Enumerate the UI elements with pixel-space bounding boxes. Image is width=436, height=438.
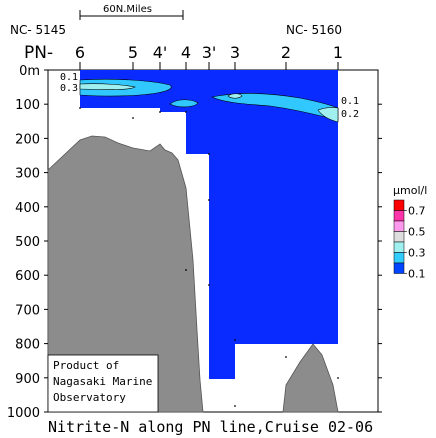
contour-label-02-right: 0.2: [341, 109, 359, 120]
depth-tick-label: 900: [15, 372, 40, 387]
colorbar-swatch: [393, 199, 405, 211]
colorbar-level-label: 0.3: [408, 247, 426, 260]
station-line-label: PN-: [24, 43, 53, 63]
contour-lobe-station4: [169, 99, 199, 108]
contour-label-01-left: 0.1: [60, 72, 78, 83]
colorbar-swatch: [393, 231, 405, 243]
station-label: 6: [75, 43, 85, 62]
station-label: 4': [153, 43, 168, 62]
station-label: 3': [202, 43, 217, 62]
scale-bar-label: 60N.Miles: [103, 4, 152, 15]
contour-spot-right: [227, 93, 243, 99]
low-nitrite-region: [80, 70, 338, 379]
credit-line-3: Observatory: [53, 391, 126, 404]
depth-tick-label: 700: [15, 303, 40, 318]
depth-tick-label: 0m: [19, 64, 40, 79]
colorbar-level-label: 0.1: [408, 268, 426, 281]
colorbar-swatch: [393, 252, 405, 264]
depth-tick-label: 500: [15, 235, 40, 250]
colorbar-unit: μmol/l: [393, 184, 427, 197]
left-ship-code: NC- 5145: [10, 23, 66, 37]
depth-tick-label: 800: [15, 338, 40, 353]
contour-lobe-left-core: [79, 83, 136, 90]
station-label: 5: [128, 43, 138, 62]
credit-line-2: Nagasaki Marine: [53, 375, 152, 388]
seafloor-ridge: [282, 343, 339, 413]
contour-label-03-left: 0.3: [60, 83, 78, 94]
sample-points: [79, 107, 339, 407]
credit-line-1: Product of: [53, 359, 119, 372]
chart-title: Nitrite-N along PN line,Cruise 02-06: [48, 418, 373, 436]
depth-tick-label: 200: [15, 132, 40, 147]
colorbar-swatch: [393, 262, 405, 274]
colorbar-level-label: 0.7: [408, 205, 426, 218]
scale-bar: 60N.Miles: [79, 4, 184, 20]
contour-label-01-right: 0.1: [341, 96, 359, 107]
colorbar-swatch: [393, 220, 405, 232]
depth-tick-label: 600: [15, 269, 40, 284]
station-ticks: [79, 62, 339, 70]
station-labels: 6 5 4' 4 3' 3 2 1: [75, 43, 343, 62]
colorbar-swatch: [393, 241, 405, 253]
colorbar: 0.7 0.5 0.3 0.1: [393, 199, 426, 281]
depth-axis: 0m 100 200 300 400 500 600 700 800 900 1000: [7, 64, 382, 421]
station-label: 4: [181, 43, 191, 62]
colorbar-level-label: 0.5: [408, 226, 426, 239]
station-label: 3: [230, 43, 240, 62]
right-ship-code: NC- 5160: [286, 23, 342, 37]
seafloor-shelf: [47, 135, 204, 413]
depth-tick-label: 100: [15, 98, 40, 113]
depth-tick-label: 1000: [7, 406, 40, 421]
depth-tick-label: 300: [15, 167, 40, 182]
credit-box: [47, 354, 159, 413]
depth-tick-label: 400: [15, 201, 40, 216]
colorbar-swatch: [393, 210, 405, 222]
contour-band-right-lower: [317, 107, 339, 123]
station-label: 2: [281, 43, 291, 62]
station-label: 1: [333, 43, 343, 62]
